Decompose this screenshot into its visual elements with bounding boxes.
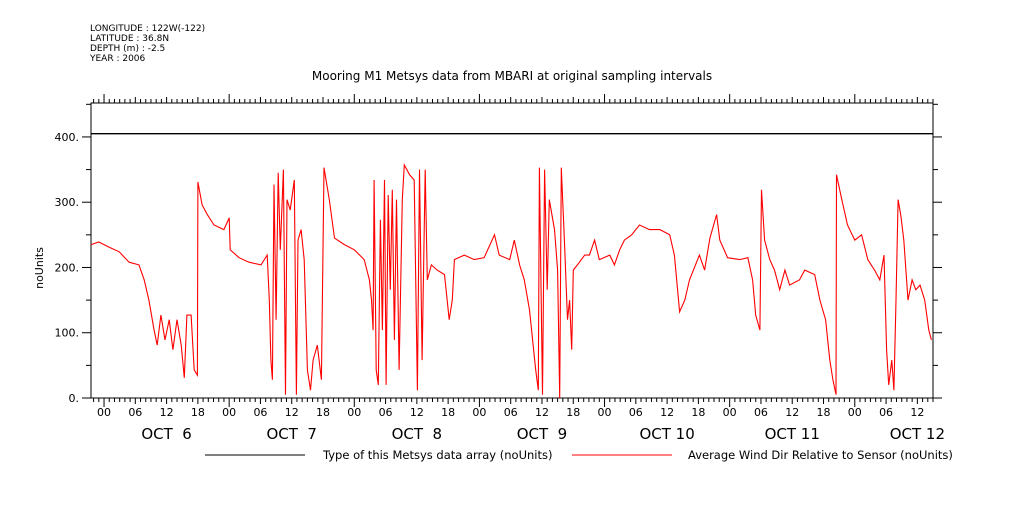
x-tick-label: 18	[441, 406, 455, 419]
depth-label: DEPTH (m) : -2.5	[90, 44, 165, 54]
chart-title: Mooring M1 Metsys data from MBARI at ori…	[312, 69, 712, 83]
x-tick-label: 06	[379, 406, 393, 419]
latitude-label: LATITUDE : 36.8N	[90, 34, 169, 44]
y-tick-label: 200.	[55, 261, 80, 274]
longitude-label: LONGITUDE : 122W(-122)	[90, 24, 205, 34]
x-tick-label: 12	[535, 406, 549, 419]
x-day-label: OCT 10	[639, 425, 694, 443]
x-tick-label: 18	[691, 406, 705, 419]
x-day-label: OCT 6	[141, 425, 192, 443]
x-tick-label: 12	[910, 406, 924, 419]
y-tick-label: 100.	[55, 327, 80, 340]
x-tick-label: 12	[160, 406, 174, 419]
year-label: YEAR : 2006	[89, 54, 146, 64]
x-tick-label: 06	[253, 406, 267, 419]
y-tick-label: 300.	[55, 196, 80, 209]
x-tick-label: 00	[222, 406, 236, 419]
x-tick-label: 06	[629, 406, 643, 419]
x-tick-label: 12	[410, 406, 424, 419]
x-tick-label: 00	[598, 406, 612, 419]
x-tick-label: 12	[660, 406, 674, 419]
x-tick-label: 00	[347, 406, 361, 419]
x-tick-label: 18	[566, 406, 580, 419]
x-tick-label: 00	[723, 406, 737, 419]
header-info: LONGITUDE : 122W(-122) LATITUDE : 36.8N …	[89, 24, 205, 64]
series-line-wind-dir	[90, 163, 932, 399]
x-day-label: OCT 9	[517, 425, 568, 443]
axis-labels: 00 06 12 18 00 06 12 18 00 06 12 18 00 06 12 18 00 06 12 18…	[55, 131, 946, 443]
axis-ticks	[82, 94, 942, 407]
x-day-label: OCT 7	[266, 425, 317, 443]
x-tick-label: 06	[504, 406, 518, 419]
x-tick-label: 18	[191, 406, 205, 419]
x-tick-label: 18	[316, 406, 330, 419]
legend-label-wind-dir: Average Wind Dir Relative to Sensor (noU…	[688, 448, 953, 462]
x-tick-label: 18	[817, 406, 831, 419]
x-tick-label: 12	[785, 406, 799, 419]
series-lines	[90, 133, 933, 399]
legend: Type of this Metsys data array (noUnits)…	[205, 448, 953, 462]
x-tick-label: 06	[879, 406, 893, 419]
y-axis-label: noUnits	[33, 247, 46, 289]
x-tick-label: 06	[128, 406, 142, 419]
y-tick-label: 400.	[55, 131, 80, 144]
x-tick-label: 12	[285, 406, 299, 419]
x-tick-label: 00	[97, 406, 111, 419]
x-tick-label: 06	[754, 406, 768, 419]
x-tick-label: 00	[472, 406, 486, 419]
plot-frame	[90, 102, 934, 399]
legend-label-type: Type of this Metsys data array (noUnits)	[322, 448, 552, 462]
x-day-label: OCT 11	[765, 425, 820, 443]
x-day-label: OCT 12	[890, 425, 945, 443]
x-day-label: OCT 8	[392, 425, 443, 443]
y-tick-label: 0.	[69, 392, 80, 405]
x-tick-label: 00	[848, 406, 862, 419]
